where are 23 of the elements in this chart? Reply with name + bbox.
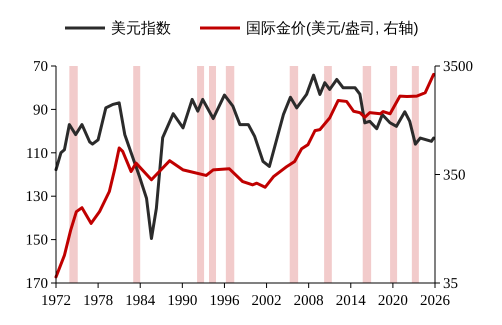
x-tick-label: 1996: [209, 293, 240, 309]
x-tick-label: 2026: [420, 293, 450, 309]
x-tick-label: 2020: [378, 293, 408, 309]
y2-tick-label: 3500: [443, 59, 473, 75]
legend-label: 美元指数: [111, 20, 171, 37]
y2-tick-label: 35: [443, 276, 458, 292]
y-tick-label: 130: [26, 189, 48, 206]
x-tick-label: 1984: [125, 293, 156, 309]
y-tick-label: 110: [26, 146, 48, 162]
y-tick-label: 150: [26, 232, 48, 249]
y-tick-label: 90: [33, 102, 48, 118]
y2-tick-label: 350: [443, 168, 466, 184]
x-tick-label: 2002: [252, 293, 282, 309]
x-tick-label: 1990: [167, 293, 198, 309]
y-tick-label: 170: [26, 276, 48, 292]
x-tick-label: 1972: [41, 293, 71, 309]
x-tick-label: 2014: [336, 293, 366, 309]
legend-label: 国际金价(美元/盎司, 右轴): [246, 20, 418, 37]
x-tick-label: 2008: [294, 293, 324, 309]
line-series: [54, 74, 436, 240]
line-series: [54, 72, 436, 278]
x-tick-label: 1978: [83, 293, 114, 309]
y-tick-label: 70: [33, 59, 48, 75]
